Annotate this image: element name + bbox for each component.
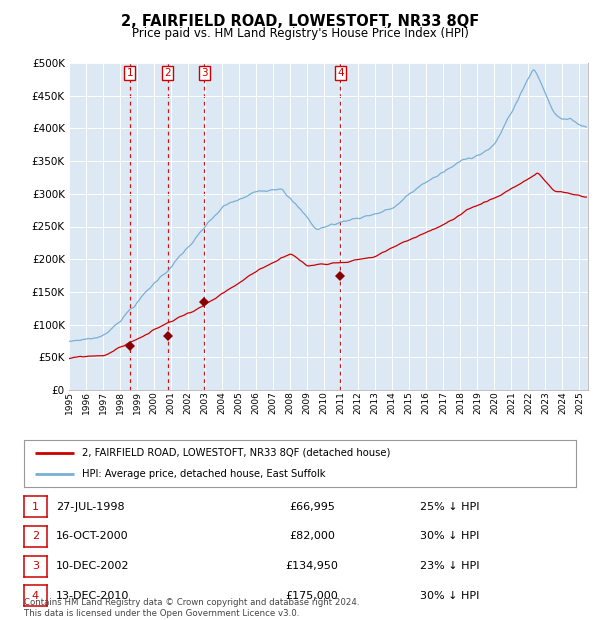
- Text: 16-OCT-2000: 16-OCT-2000: [56, 531, 128, 541]
- Text: £66,995: £66,995: [289, 502, 335, 512]
- Text: 30% ↓ HPI: 30% ↓ HPI: [420, 531, 479, 541]
- Text: 23% ↓ HPI: 23% ↓ HPI: [420, 561, 479, 571]
- Text: 2: 2: [164, 68, 171, 78]
- Text: 1: 1: [127, 68, 133, 78]
- Text: £82,000: £82,000: [289, 531, 335, 541]
- Text: 13-DEC-2010: 13-DEC-2010: [56, 591, 129, 601]
- Text: 2, FAIRFIELD ROAD, LOWESTOFT, NR33 8QF: 2, FAIRFIELD ROAD, LOWESTOFT, NR33 8QF: [121, 14, 479, 29]
- Text: 3: 3: [32, 561, 39, 571]
- Text: Contains HM Land Registry data © Crown copyright and database right 2024.
This d: Contains HM Land Registry data © Crown c…: [24, 598, 359, 618]
- Text: 4: 4: [32, 591, 39, 601]
- Text: 30% ↓ HPI: 30% ↓ HPI: [420, 591, 479, 601]
- Text: 25% ↓ HPI: 25% ↓ HPI: [420, 502, 479, 512]
- Text: 2: 2: [32, 531, 39, 541]
- Text: 4: 4: [337, 68, 344, 78]
- Text: 2, FAIRFIELD ROAD, LOWESTOFT, NR33 8QF (detached house): 2, FAIRFIELD ROAD, LOWESTOFT, NR33 8QF (…: [82, 448, 391, 458]
- Text: £175,000: £175,000: [286, 591, 338, 601]
- Text: £134,950: £134,950: [286, 561, 338, 571]
- Text: HPI: Average price, detached house, East Suffolk: HPI: Average price, detached house, East…: [82, 469, 325, 479]
- Text: 27-JUL-1998: 27-JUL-1998: [56, 502, 124, 512]
- Text: 3: 3: [201, 68, 208, 78]
- Text: Price paid vs. HM Land Registry's House Price Index (HPI): Price paid vs. HM Land Registry's House …: [131, 27, 469, 40]
- Text: 1: 1: [32, 502, 39, 512]
- Text: 10-DEC-2002: 10-DEC-2002: [56, 561, 130, 571]
